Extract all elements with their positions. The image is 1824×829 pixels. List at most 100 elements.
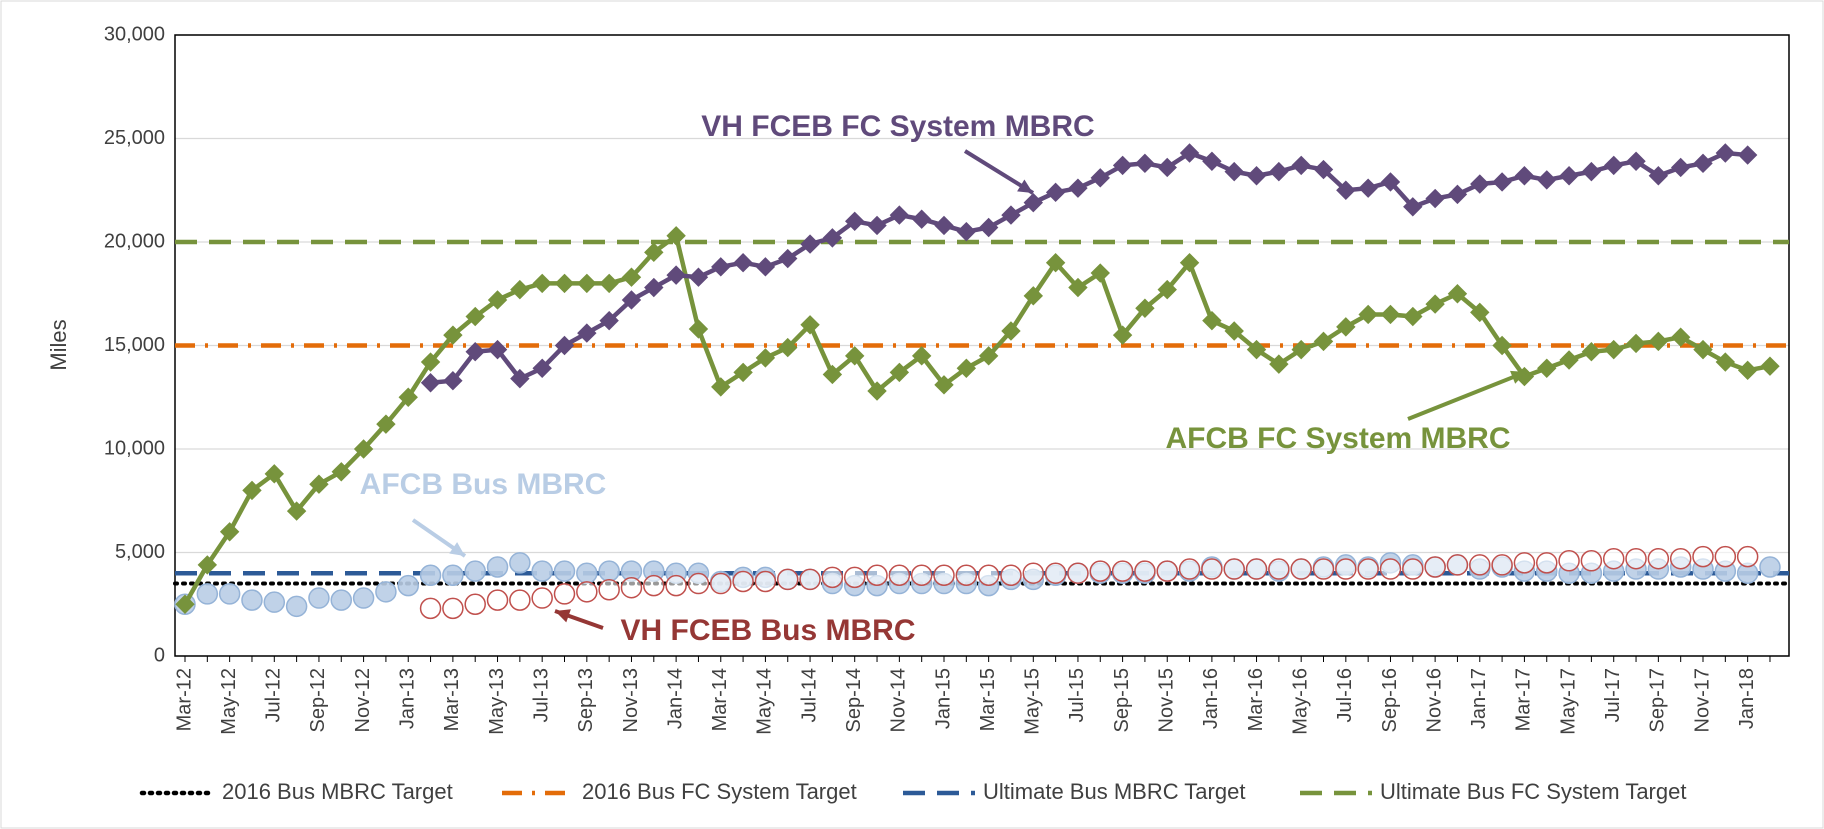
diamond-marker: [1068, 178, 1088, 198]
circle-marker: [955, 564, 978, 587]
diamond-marker: [956, 221, 977, 242]
diamond-marker: [889, 205, 910, 225]
circle-marker: [977, 564, 1000, 587]
circle-marker: [1312, 558, 1335, 580]
y-tick-label: 5,000: [115, 541, 165, 563]
diamond-marker: [1135, 298, 1155, 318]
diamond-marker: [1492, 335, 1512, 356]
diamond-marker: [1380, 172, 1401, 192]
diamond-marker: [1358, 304, 1378, 325]
circle-marker: [1513, 552, 1536, 574]
legend-label: 2016 Bus FC System Target: [582, 779, 857, 804]
diamond-marker: [644, 277, 664, 298]
x-tick-label: Sep-16: [1379, 668, 1401, 733]
diamond-marker: [688, 319, 709, 339]
x-tick-label: Nov-12: [352, 668, 374, 732]
diamond-marker: [1157, 279, 1177, 300]
x-tick-label: Nov-15: [1156, 668, 1178, 732]
diamond-marker: [666, 265, 686, 285]
diamond-marker: [1626, 151, 1646, 171]
diamond-marker: [911, 209, 932, 229]
diamond-marker: [911, 346, 932, 366]
diamond-marker: [1224, 161, 1244, 182]
diamond-marker: [1537, 170, 1557, 190]
x-tick-label: Sep-14: [843, 668, 865, 733]
diamond-marker: [1045, 182, 1066, 203]
circle-marker: [665, 574, 687, 597]
diamond-marker: [510, 279, 530, 300]
circle-marker: [687, 572, 710, 595]
diamond-marker: [532, 358, 552, 378]
diamond-marker: [1715, 352, 1736, 372]
circle-marker: [419, 597, 442, 620]
circle-marker: [598, 560, 620, 582]
circle-marker: [910, 564, 933, 587]
circle-marker: [1402, 558, 1424, 580]
circle-marker: [1424, 556, 1446, 578]
diamond-marker: [822, 228, 843, 248]
diamond-marker: [1291, 339, 1311, 360]
circle-marker: [308, 587, 330, 609]
diamond-marker: [1648, 331, 1669, 352]
circle-marker: [1067, 562, 1089, 584]
circle-marker: [442, 597, 464, 620]
circle-marker: [1044, 562, 1067, 584]
diamond-marker: [219, 522, 240, 542]
x-tick-label: Mar-12: [173, 668, 195, 731]
diamond-marker: [956, 358, 977, 378]
diamond-marker: [867, 215, 887, 236]
annotation-arrowhead: [555, 609, 571, 623]
diamond-marker: [1514, 166, 1535, 186]
circle-marker: [442, 564, 464, 587]
diamond-marker: [1224, 321, 1244, 341]
x-tick-label: Jan-18: [1736, 668, 1758, 729]
diamond-marker: [1715, 143, 1736, 163]
diamond-marker: [1090, 263, 1110, 283]
circle-marker: [486, 589, 509, 611]
diamond-marker: [465, 342, 485, 362]
circle-marker: [553, 583, 576, 605]
x-tick-label: Mar-17: [1513, 668, 1535, 731]
diamond-marker: [1447, 284, 1468, 304]
diamond-marker: [1202, 151, 1222, 171]
diamond-marker: [420, 352, 441, 372]
circle-marker: [1201, 558, 1223, 580]
diamond-marker: [711, 257, 731, 277]
x-tick-label: May-17: [1557, 668, 1579, 735]
circle-marker: [285, 595, 308, 618]
diamond-marker: [1626, 333, 1646, 354]
diamond-marker: [1559, 350, 1579, 370]
x-tick-label: Nov-17: [1691, 668, 1713, 732]
diamond-marker: [711, 377, 731, 397]
diamond-marker: [889, 362, 910, 383]
circle-marker: [1379, 558, 1402, 580]
diamond-marker: [487, 339, 508, 360]
annotation-arrowhead: [1017, 179, 1033, 193]
circle-marker: [1223, 558, 1245, 580]
diamond-marker: [443, 325, 463, 345]
diamond-marker: [554, 335, 575, 356]
circle-marker: [1602, 547, 1625, 570]
circle-marker: [1335, 558, 1357, 580]
circle-marker: [1000, 564, 1022, 587]
annotation-arrowhead: [1510, 370, 1526, 384]
diamond-marker: [1670, 327, 1691, 347]
diamond-marker: [978, 217, 999, 238]
diamond-marker: [755, 348, 776, 368]
diamond-marker: [845, 346, 865, 366]
x-tick-label: Jan-14: [664, 668, 686, 729]
circle-marker: [576, 562, 598, 584]
circle-marker: [464, 593, 486, 615]
circle-marker: [821, 566, 844, 589]
circle-marker: [888, 564, 911, 587]
diamond-marker: [1023, 192, 1044, 213]
diamond-marker: [175, 594, 195, 614]
diamond-marker: [1447, 184, 1468, 205]
diamond-marker: [1470, 302, 1490, 323]
x-tick-label: Nov-13: [620, 668, 642, 732]
diamond-marker: [286, 501, 307, 521]
diamond-marker: [599, 310, 619, 331]
x-tick-label: Mar-14: [709, 668, 731, 731]
diamond-marker: [778, 248, 798, 269]
